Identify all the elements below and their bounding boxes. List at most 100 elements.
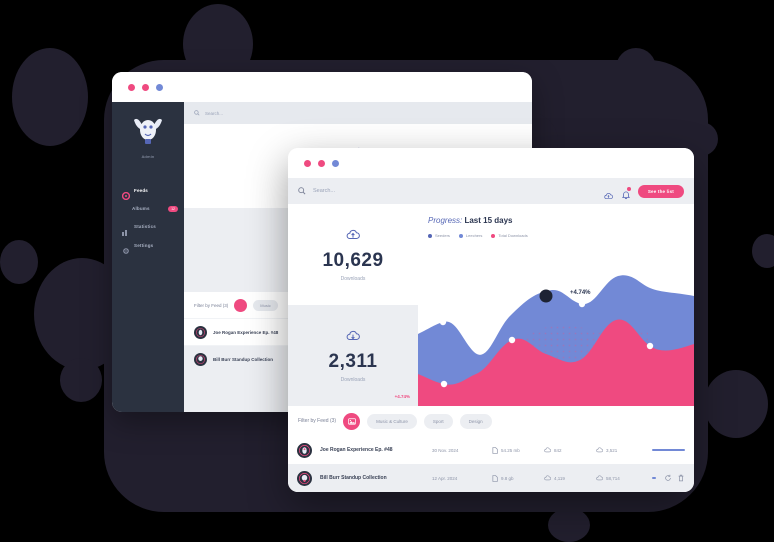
notification-badge: [625, 185, 632, 192]
cloud-down-icon: [596, 447, 603, 453]
legend-swatch: [458, 233, 463, 238]
back-sidebar-profile[interactable]: Admin: [112, 114, 184, 159]
refresh-icon[interactable]: [664, 474, 672, 482]
row-downloads: 3,521: [596, 447, 640, 453]
chart-marker: [508, 336, 516, 344]
front-stat-card-downloads: 10,629 Downloads: [288, 204, 418, 305]
cloud-up-icon[interactable]: [604, 187, 613, 199]
row-date: 30 Nov. 2024: [432, 447, 459, 453]
bell-icon[interactable]: [621, 185, 632, 199]
chart-marker: [646, 342, 654, 350]
filter-chip-music-culture[interactable]: Music & Culture: [367, 413, 417, 429]
chart-title-prefix: Progress:: [428, 216, 463, 225]
sidebar-item-label: Albums: [132, 206, 150, 211]
row-seeds: 4,119: [544, 475, 588, 481]
legend-label: Total Downloads: [498, 233, 528, 238]
row-title: Bill Burr Standup Collection: [320, 475, 387, 481]
file-icon: [492, 474, 498, 482]
search-placeholder: Search...: [313, 188, 336, 194]
maximize-dot[interactable]: [156, 83, 163, 91]
filter-title: Filter by Feed (3): [298, 418, 337, 424]
search-icon: [194, 110, 200, 116]
front-body: 10,629 Downloads 2,311 Downloads +4.74% …: [288, 204, 694, 406]
cloud-up-icon: [544, 447, 551, 453]
back-search-bar[interactable]: Search...: [184, 102, 532, 124]
back-window-titlebar: [112, 72, 532, 102]
image-icon: [347, 417, 356, 425]
stats-icon: [122, 223, 129, 236]
table-row[interactable]: Bill Burr Standup Collection 12 Apr. 202…: [288, 464, 694, 492]
row-title: Joe Rogan Experience Ep. #48: [213, 329, 279, 335]
legend-item-leechers[interactable]: Leechers: [458, 233, 483, 238]
bg-blob: [0, 240, 38, 284]
front-window-titlebar: [288, 148, 694, 178]
feed-icon: [121, 187, 131, 201]
close-dot[interactable]: [304, 159, 311, 167]
minimize-dot[interactable]: [142, 83, 149, 91]
table-row[interactable]: Joe Rogan Experience Ep. #48 30 Nov. 202…: [288, 436, 694, 464]
chart-panel: Progress: Last 15 days Seeders Leechers: [418, 204, 694, 406]
cloud-up-icon: [346, 227, 360, 245]
legend-item-seeders[interactable]: Seeders: [428, 233, 450, 238]
front-dashboard-window[interactable]: Search... See the list 10,629 Downloads: [288, 148, 694, 492]
bg-blob: [548, 508, 590, 542]
avatar: [130, 114, 166, 148]
filter-chip-active[interactable]: [234, 298, 248, 312]
row-downloads-value: 3,521: [606, 447, 618, 453]
filter-chip[interactable]: Music: [253, 299, 278, 311]
progress-bar: [652, 449, 685, 451]
legend-label: Leechers: [465, 233, 483, 238]
row-date: 12 Apr. 2024: [432, 475, 458, 481]
filter-chip-sport[interactable]: Sport: [423, 413, 453, 429]
row-size-value: 9.8 gb: [501, 475, 514, 481]
chart-marker: [439, 318, 447, 326]
chart-legend: Seeders Leechers Total Downloads: [428, 233, 694, 238]
sidebar-item-feeds[interactable]: Feeds: [112, 181, 184, 201]
row-downloads: 58,714: [596, 475, 640, 481]
close-dot[interactable]: [128, 83, 135, 91]
back-sidebar: Admin Feeds Albums 12: [112, 102, 184, 412]
avatar-name: Admin: [141, 154, 155, 159]
sidebar-item-albums[interactable]: Albums 12: [112, 200, 184, 217]
bg-blob: [12, 48, 88, 146]
row-seeds: 842: [544, 447, 588, 453]
legend-swatch: [428, 233, 432, 238]
filter-chip-design[interactable]: Design: [459, 413, 492, 429]
row-size: 54.25 mb: [492, 446, 536, 454]
sidebar-item-label: Settings: [134, 243, 154, 248]
chart-title-range: Last 15 days: [464, 216, 513, 225]
row-downloads-value: 58,714: [606, 475, 620, 481]
row-size-value: 54.25 mb: [501, 447, 520, 453]
area-chart: +4.74%: [418, 266, 694, 406]
avatar: [297, 470, 312, 486]
progress-bar: [652, 477, 656, 479]
sidebar-badge: 12: [168, 205, 178, 212]
chart-active-point[interactable]: [539, 289, 553, 303]
cta-button[interactable]: See the list: [637, 184, 684, 198]
legend-label: Seeders: [435, 233, 450, 238]
row-seeds-value: 842: [554, 447, 562, 453]
gear-icon: [122, 242, 129, 254]
chart-tooltip: +4.74%: [570, 290, 591, 296]
maximize-dot[interactable]: [332, 159, 339, 167]
avatar: [194, 352, 207, 366]
front-stats-column: 10,629 Downloads 2,311 Downloads +4.74%: [288, 204, 418, 406]
front-filter-bar: Filter by Feed (3) Music & Culture Sport…: [288, 406, 694, 436]
cloud-down-icon: [346, 328, 360, 346]
trash-icon[interactable]: [677, 474, 685, 482]
minimize-dot[interactable]: [318, 159, 325, 167]
filter-chip-active[interactable]: [343, 412, 361, 430]
front-search-bar[interactable]: Search... See the list: [288, 178, 694, 204]
stat-value: 10,629: [322, 250, 384, 271]
row-seeds-value: 4,119: [554, 475, 565, 481]
cloud-down-icon: [596, 475, 603, 481]
stat-value: 2,311: [328, 351, 378, 372]
search-icon: [298, 182, 306, 200]
sidebar-item-settings[interactable]: Settings: [112, 236, 184, 255]
chart-marker: [440, 380, 448, 388]
stat-delta: +4.74%: [394, 394, 410, 399]
sidebar-item-statistics[interactable]: Statistics: [112, 217, 184, 236]
legend-item-total-downloads[interactable]: Total Downloads: [491, 233, 528, 238]
sidebar-item-label: Statistics: [134, 224, 157, 229]
